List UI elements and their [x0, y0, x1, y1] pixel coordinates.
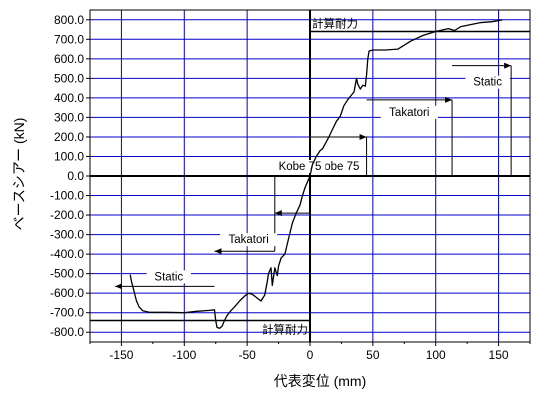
capacity-label: 計算耐力: [312, 16, 358, 30]
y-tick-label: -300.0: [50, 228, 84, 242]
y-tick-label: 500.0: [54, 71, 84, 85]
series: [129, 19, 503, 329]
x-axis-label: 代表変位 (mm): [274, 373, 367, 389]
annotation-label: Kobe 75: [279, 161, 322, 173]
annotation-label: Kobe 75: [317, 161, 360, 173]
y-tick-label: 100.0: [54, 149, 84, 163]
y-tick-label: 800.0: [54, 13, 84, 27]
y-tick-label: -700.0: [50, 306, 84, 320]
y-tick-label: -200.0: [50, 208, 84, 222]
tick-labels: 800.0700.0600.0500.0400.0300.0200.0100.0…: [50, 13, 509, 362]
y-axis-label: ベースシアー (kN): [11, 118, 27, 231]
annotation-label-bg: [465, 75, 510, 89]
y-tick-label: -100.0: [50, 189, 84, 203]
y-tick-label: 300.0: [54, 110, 84, 124]
annotation-label: Static: [473, 77, 502, 89]
x-tick-label: -100: [172, 348, 196, 362]
y-tick-label: -800.0: [50, 325, 84, 339]
capacity-label: 計算耐力: [262, 323, 308, 337]
series-line: [129, 19, 503, 329]
annotation-label: Takatori: [389, 107, 429, 119]
y-tick-label: 0.0: [67, 169, 84, 183]
annotation-label: Takatori: [228, 234, 268, 246]
y-tick-label: 400.0: [54, 91, 84, 105]
annotation-label-bg: [380, 105, 438, 119]
annotation-static: Static: [452, 62, 512, 176]
y-tick-label: 700.0: [54, 32, 84, 46]
x-tick-label: 50: [366, 348, 380, 362]
annotation-static: Static: [115, 270, 215, 290]
annotation-takatori: Takatori: [214, 176, 278, 255]
x-tick-label: -150: [109, 348, 133, 362]
annotation-label-bg: [146, 270, 191, 284]
annotation-label-bg: [220, 233, 278, 247]
y-tick-label: 200.0: [54, 130, 84, 144]
x-tick-label: 150: [489, 348, 509, 362]
y-tick-label: -500.0: [50, 267, 84, 281]
annotation-label: Static: [154, 271, 183, 283]
x-tick-label: -50: [238, 348, 256, 362]
axes: [86, 9, 531, 346]
y-tick-label: -400.0: [50, 247, 84, 261]
y-tick-label: -600.0: [50, 286, 84, 300]
x-tick-label: 100: [426, 348, 446, 362]
y-tick-label: 600.0: [54, 52, 84, 66]
x-tick-label: 0: [307, 348, 314, 362]
annotation-takatori: Takatori: [366, 96, 453, 176]
